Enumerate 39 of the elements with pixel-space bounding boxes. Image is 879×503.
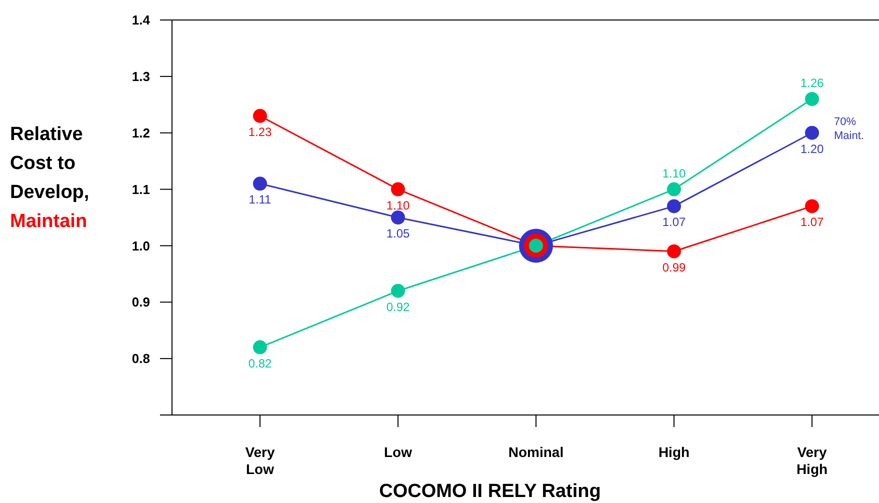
point xyxy=(667,199,681,214)
y-tick-label: 0.9 xyxy=(132,294,150,310)
point xyxy=(253,108,267,123)
y-tick-label: 1.1 xyxy=(132,182,150,197)
point xyxy=(391,182,405,196)
point xyxy=(805,199,819,214)
point xyxy=(391,284,405,298)
point xyxy=(253,176,267,191)
point xyxy=(805,126,819,140)
point xyxy=(667,182,681,196)
data-label: 1.26 xyxy=(800,76,824,90)
x-axis-title: COCOMO II RELY Rating xyxy=(379,481,601,502)
y-axis-title: Relative Cost to Develop, Maintain xyxy=(10,124,90,232)
point xyxy=(805,92,819,106)
x-tick-label: Very Low xyxy=(245,444,276,477)
series-label: 70% Maint. xyxy=(834,116,864,142)
x-tick-label: High xyxy=(658,444,690,460)
y-tick-label: 1.4 xyxy=(132,12,151,28)
y-tick-label: 1.2 xyxy=(132,125,150,140)
data-label: 1.07 xyxy=(800,215,824,230)
point xyxy=(667,244,681,258)
y-tick-label: 1.3 xyxy=(132,68,150,84)
data-label: 0.82 xyxy=(248,356,272,370)
data-label: 1.10 xyxy=(386,198,410,212)
y-tick-label: 1.0 xyxy=(132,238,150,254)
data-label: 1.07 xyxy=(662,215,686,230)
x-tick-label: Low xyxy=(384,444,412,460)
x-tick-label: Very High xyxy=(796,444,828,477)
point xyxy=(391,210,405,224)
y-tick-label: 0.8 xyxy=(132,351,150,366)
data-label: 0.99 xyxy=(662,260,686,274)
data-label: 1.23 xyxy=(248,124,272,139)
data-label: 1.20 xyxy=(800,142,824,156)
x-tick-label: Nominal xyxy=(508,444,564,460)
point xyxy=(253,340,267,354)
data-label: 1.05 xyxy=(386,226,410,240)
data-label: 1.10 xyxy=(662,166,686,180)
data-label: 0.92 xyxy=(386,300,410,314)
data-label: 1.11 xyxy=(248,192,272,207)
